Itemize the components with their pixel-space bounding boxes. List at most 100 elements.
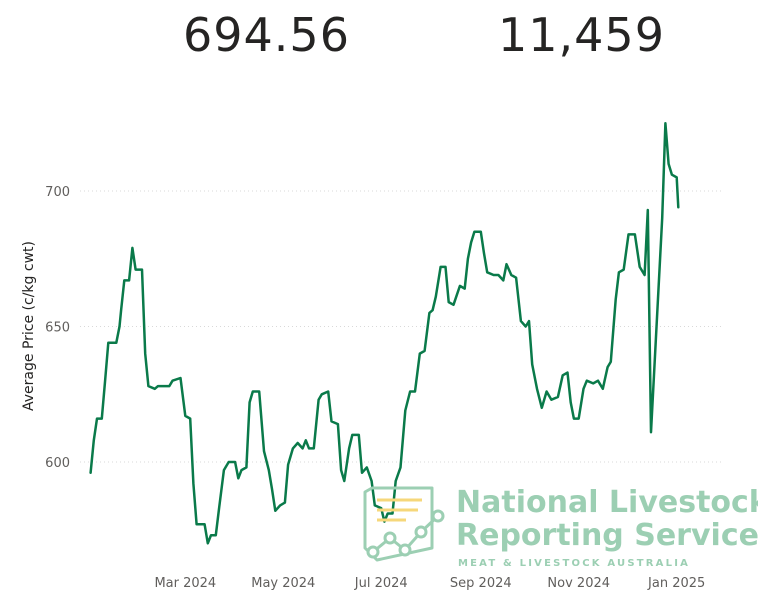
- data-point: [622, 268, 625, 271]
- data-point: [223, 469, 225, 471]
- data-point: [348, 447, 350, 450]
- data-point: [123, 279, 126, 282]
- data-point: [386, 512, 389, 515]
- data-point: [263, 450, 265, 453]
- watermark-line-1: National Livestock: [456, 485, 758, 520]
- data-point: [89, 472, 92, 474]
- data-point: [215, 534, 217, 536]
- data-point: [287, 463, 289, 466]
- kpi-head-count: 11,459: [498, 8, 665, 62]
- data-point: [614, 298, 617, 301]
- data-point: [120, 309, 122, 312]
- data-point: [141, 268, 143, 271]
- data-point: [189, 417, 191, 420]
- data-point: [428, 312, 431, 314]
- y-axis-ticks: 600 650 700: [45, 185, 70, 471]
- data-point: [566, 371, 569, 374]
- data-point: [467, 258, 469, 260]
- data-point: [618, 271, 620, 274]
- data-point: [234, 461, 236, 463]
- data-point: [486, 271, 489, 274]
- x-tick-label: May 2024: [251, 576, 315, 591]
- data-point: [561, 374, 564, 377]
- data-point: [671, 173, 673, 176]
- data-point: [192, 482, 195, 485]
- data-point: [370, 480, 373, 482]
- data-point: [545, 390, 548, 393]
- data-point: [195, 523, 198, 526]
- data-point: [444, 266, 447, 268]
- nlrs-watermark: National Livestock Reporting Service MEA…: [363, 485, 758, 569]
- data-point: [627, 233, 630, 236]
- y-tick-label: 700: [45, 185, 70, 200]
- data-point: [550, 398, 553, 401]
- data-point: [419, 352, 421, 355]
- data-point: [128, 279, 130, 282]
- data-point: [340, 469, 342, 471]
- data-point: [279, 504, 281, 507]
- data-point: [606, 366, 609, 368]
- data-point: [505, 263, 508, 266]
- data-point: [184, 415, 187, 417]
- data-point: [343, 480, 346, 482]
- data-point: [252, 390, 254, 393]
- data-point: [179, 377, 182, 379]
- data-point: [470, 241, 472, 244]
- data-point: [118, 325, 121, 328]
- data-point: [305, 439, 307, 442]
- data-point: [321, 393, 323, 396]
- series-line-average-price: [89, 122, 680, 545]
- data-point: [677, 206, 680, 209]
- data-point: [510, 274, 513, 276]
- data-point: [154, 388, 156, 390]
- data-point: [171, 379, 174, 382]
- x-tick-label: Nov 2024: [547, 576, 610, 591]
- data-point: [330, 420, 333, 423]
- data-point: [528, 320, 530, 322]
- data-point: [492, 274, 495, 276]
- gridlines: [80, 190, 722, 463]
- data-point: [301, 447, 304, 450]
- data-point: [610, 360, 612, 363]
- data-point: [203, 523, 206, 526]
- data-point: [435, 295, 437, 298]
- data-point: [391, 512, 394, 515]
- data-point: [661, 217, 663, 219]
- data-point: [284, 501, 286, 504]
- data-point: [423, 350, 426, 352]
- data-point: [237, 477, 240, 480]
- x-tick-label: Jan 2025: [647, 576, 705, 591]
- data-point: [497, 274, 500, 276]
- data-point: [647, 209, 649, 211]
- data-point: [473, 230, 476, 233]
- data-point: [308, 447, 310, 450]
- kpi-average-price: 694.56: [183, 8, 350, 62]
- data-point: [664, 122, 667, 125]
- data-point: [245, 466, 248, 469]
- data-point: [292, 447, 294, 450]
- x-tick-label: Jul 2024: [354, 576, 408, 591]
- data-point: [650, 431, 652, 434]
- data-point: [134, 268, 137, 271]
- data-point: [144, 352, 146, 355]
- data-point: [439, 266, 442, 268]
- data-point: [404, 409, 407, 412]
- data-point: [394, 480, 397, 482]
- data-point: [536, 388, 538, 390]
- data-point: [268, 469, 270, 471]
- data-point: [131, 247, 134, 249]
- data-point: [351, 434, 354, 436]
- data-point: [582, 388, 585, 390]
- series-points: [89, 122, 680, 545]
- data-point: [569, 401, 572, 404]
- data-point: [227, 461, 230, 463]
- watermark-line-3: MEAT & LIVESTOCK AUSTRALIA: [458, 558, 690, 569]
- data-point: [592, 382, 594, 385]
- data-point: [358, 434, 360, 436]
- data-point: [602, 388, 604, 390]
- data-point: [557, 396, 559, 398]
- data-point: [240, 469, 243, 471]
- data-point: [541, 407, 543, 409]
- data-point: [431, 309, 434, 312]
